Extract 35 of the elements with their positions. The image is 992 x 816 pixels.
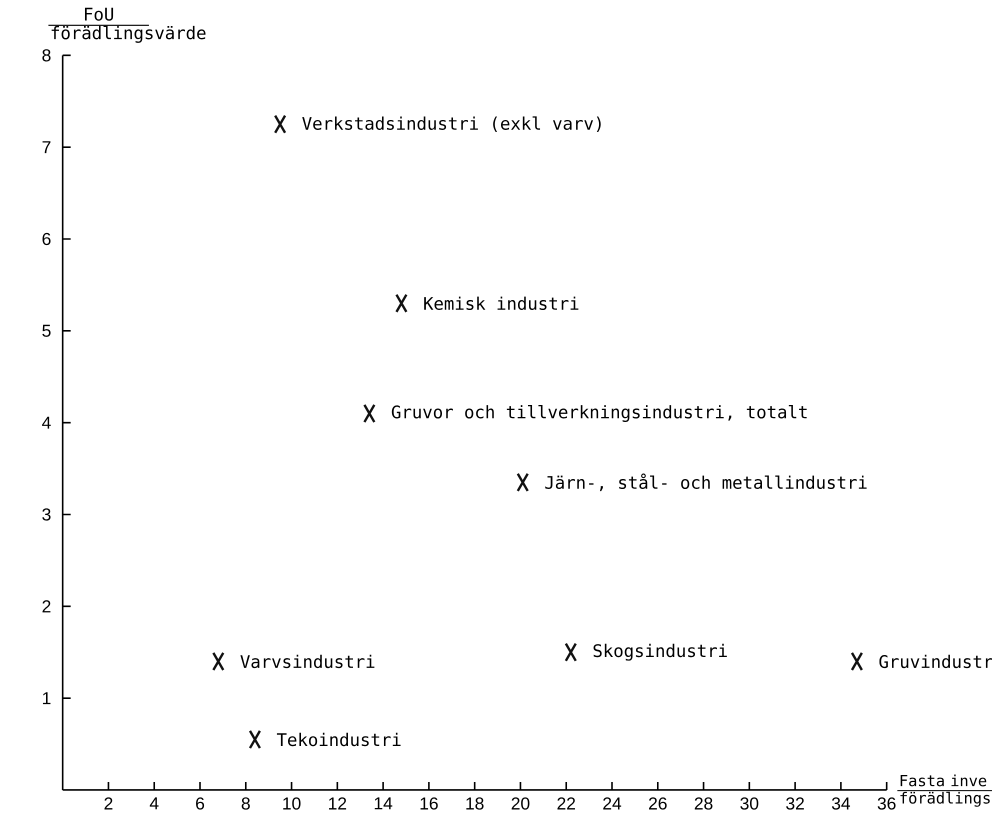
x-tick-label: 34 <box>832 797 850 810</box>
y-tick-label: 3 <box>42 508 51 521</box>
annotation: Gruvor och tillverkningsindustri, totalt <box>392 404 807 422</box>
x-tick-label: 12 <box>329 797 346 810</box>
y-tick-label: 6 <box>42 232 51 246</box>
annotation: Kemisk industri <box>424 296 578 310</box>
x-tick-label: 22 <box>557 797 575 810</box>
x-tick-label: 30 <box>740 797 758 810</box>
x-tick-label: 2 <box>104 797 112 810</box>
y-tick-label: 2 <box>42 600 50 612</box>
y-tick-label: 4 <box>42 416 51 429</box>
x-tick-label: 26 <box>649 797 667 810</box>
y-tick-label: 1 <box>42 692 50 704</box>
y-tick-label: 5 <box>42 324 51 337</box>
annotation: Verkstadsindustri (exkl varv) <box>302 116 601 132</box>
x-tick-label: 10 <box>283 797 301 810</box>
x-tick-label: 20 <box>512 797 530 810</box>
annotation: Varvsindustri <box>240 654 374 668</box>
x-tick-label: 6 <box>196 797 204 810</box>
annotation: Tekoindustri <box>276 732 401 746</box>
x-tick-label: 8 <box>242 797 250 810</box>
x-tick-label: 36 <box>878 797 896 810</box>
x-tick-label: 24 <box>603 797 622 810</box>
x-tick-label: 32 <box>786 797 804 810</box>
y-axis-title: FoU förädlingsvärde <box>52 8 206 43</box>
x-tick-label: 4 <box>150 797 159 810</box>
x-tick-label: 16 <box>420 797 438 810</box>
annotation: Skogsindustri <box>594 644 727 661</box>
x-tick-label: 18 <box>466 797 484 810</box>
y-tick-label: 7 <box>42 141 50 154</box>
y-tick-label: 8 <box>42 49 51 62</box>
x-tick-label: 14 <box>374 797 392 810</box>
x-axis-title: Fasta inve förädlings <box>900 774 990 807</box>
x-tick-label: 28 <box>694 797 712 810</box>
annotation: Järn-, stål- och metallindustri <box>545 474 867 492</box>
